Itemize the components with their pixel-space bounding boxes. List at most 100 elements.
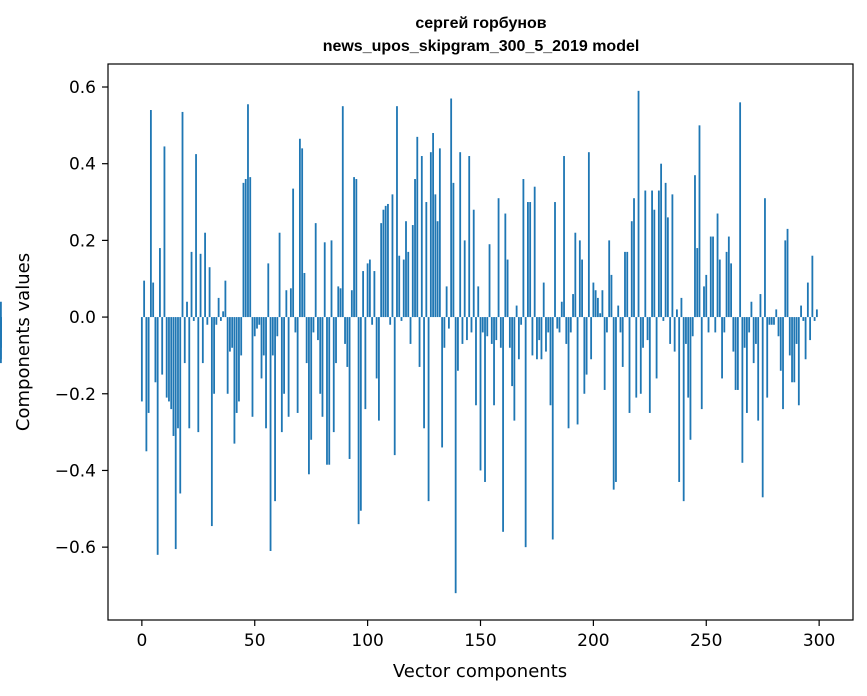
bar [427, 317, 430, 502]
bar [809, 317, 812, 341]
bar [587, 152, 590, 318]
bar [542, 282, 545, 318]
bar [249, 177, 252, 318]
bar [292, 188, 295, 318]
bar [775, 309, 778, 318]
bar [714, 317, 717, 333]
bar [172, 317, 175, 436]
bar [305, 317, 308, 364]
bar [705, 274, 708, 318]
bar [524, 317, 527, 548]
y-tick-label: −0.6 [55, 538, 96, 558]
bar [321, 317, 324, 417]
bar [531, 317, 534, 356]
bar [470, 317, 473, 333]
bar [547, 317, 550, 333]
bar [256, 317, 258, 329]
bar [231, 317, 234, 348]
bar [226, 317, 229, 394]
bar [678, 317, 681, 482]
x-tick-label: 0 [136, 631, 147, 651]
bar [694, 175, 696, 318]
bar [703, 286, 705, 318]
bar [578, 240, 581, 318]
bar [594, 290, 597, 318]
bar [251, 317, 254, 417]
bar [633, 198, 635, 318]
bar [398, 255, 401, 318]
bar [533, 186, 536, 318]
bar [723, 317, 726, 333]
bar [274, 317, 276, 502]
bar [242, 182, 245, 318]
bar [612, 317, 615, 490]
bar [764, 198, 766, 318]
bar [170, 317, 173, 410]
bar [508, 317, 511, 348]
bar [233, 317, 236, 444]
bar [788, 317, 791, 356]
bar [560, 301, 563, 318]
bar [651, 190, 653, 318]
bar [165, 317, 168, 398]
bar [657, 190, 660, 318]
bar [793, 317, 796, 383]
bar [287, 317, 290, 417]
bar [355, 179, 358, 318]
bar [163, 146, 166, 318]
bar [350, 290, 353, 318]
bar [804, 317, 807, 360]
bar [436, 221, 439, 318]
bar [601, 290, 604, 318]
bar [750, 301, 753, 318]
bar [495, 317, 498, 341]
bar [373, 271, 376, 318]
bar [213, 317, 216, 394]
bar [558, 317, 561, 333]
bar [468, 156, 471, 318]
bar [773, 317, 775, 325]
bars-group [0, 90, 818, 594]
bar [438, 148, 441, 318]
bar [314, 223, 317, 318]
bar [409, 317, 412, 344]
bar [689, 317, 692, 440]
bar [296, 317, 299, 413]
bar [626, 251, 629, 318]
bar [303, 272, 306, 318]
bar [522, 179, 525, 318]
bar [400, 317, 403, 321]
bar [691, 317, 694, 337]
bar [718, 259, 721, 318]
bar [721, 317, 723, 379]
bar [359, 317, 362, 511]
y-tick-label: 0.6 [69, 78, 96, 98]
bar [346, 317, 349, 367]
bar [389, 317, 392, 325]
bar [567, 317, 570, 429]
y-axis-label: Components values [13, 253, 34, 431]
bar [642, 317, 644, 348]
bar [653, 209, 656, 318]
bar [502, 317, 504, 532]
bar [664, 182, 667, 318]
bar [192, 317, 195, 321]
bar [457, 317, 459, 371]
bar [197, 317, 200, 433]
bar [244, 179, 247, 318]
bar [317, 317, 319, 341]
bar [585, 317, 588, 375]
bar [466, 317, 468, 341]
chart-title: сергей горбунов [415, 15, 546, 32]
bar [576, 317, 579, 425]
bar [179, 317, 182, 494]
bar [271, 317, 274, 356]
bar [375, 317, 378, 379]
bar [238, 317, 240, 402]
bar [382, 209, 385, 318]
bar [730, 263, 732, 318]
bar [506, 259, 509, 318]
bar [393, 317, 396, 456]
bar [195, 154, 197, 318]
x-tick-label: 100 [351, 631, 383, 651]
